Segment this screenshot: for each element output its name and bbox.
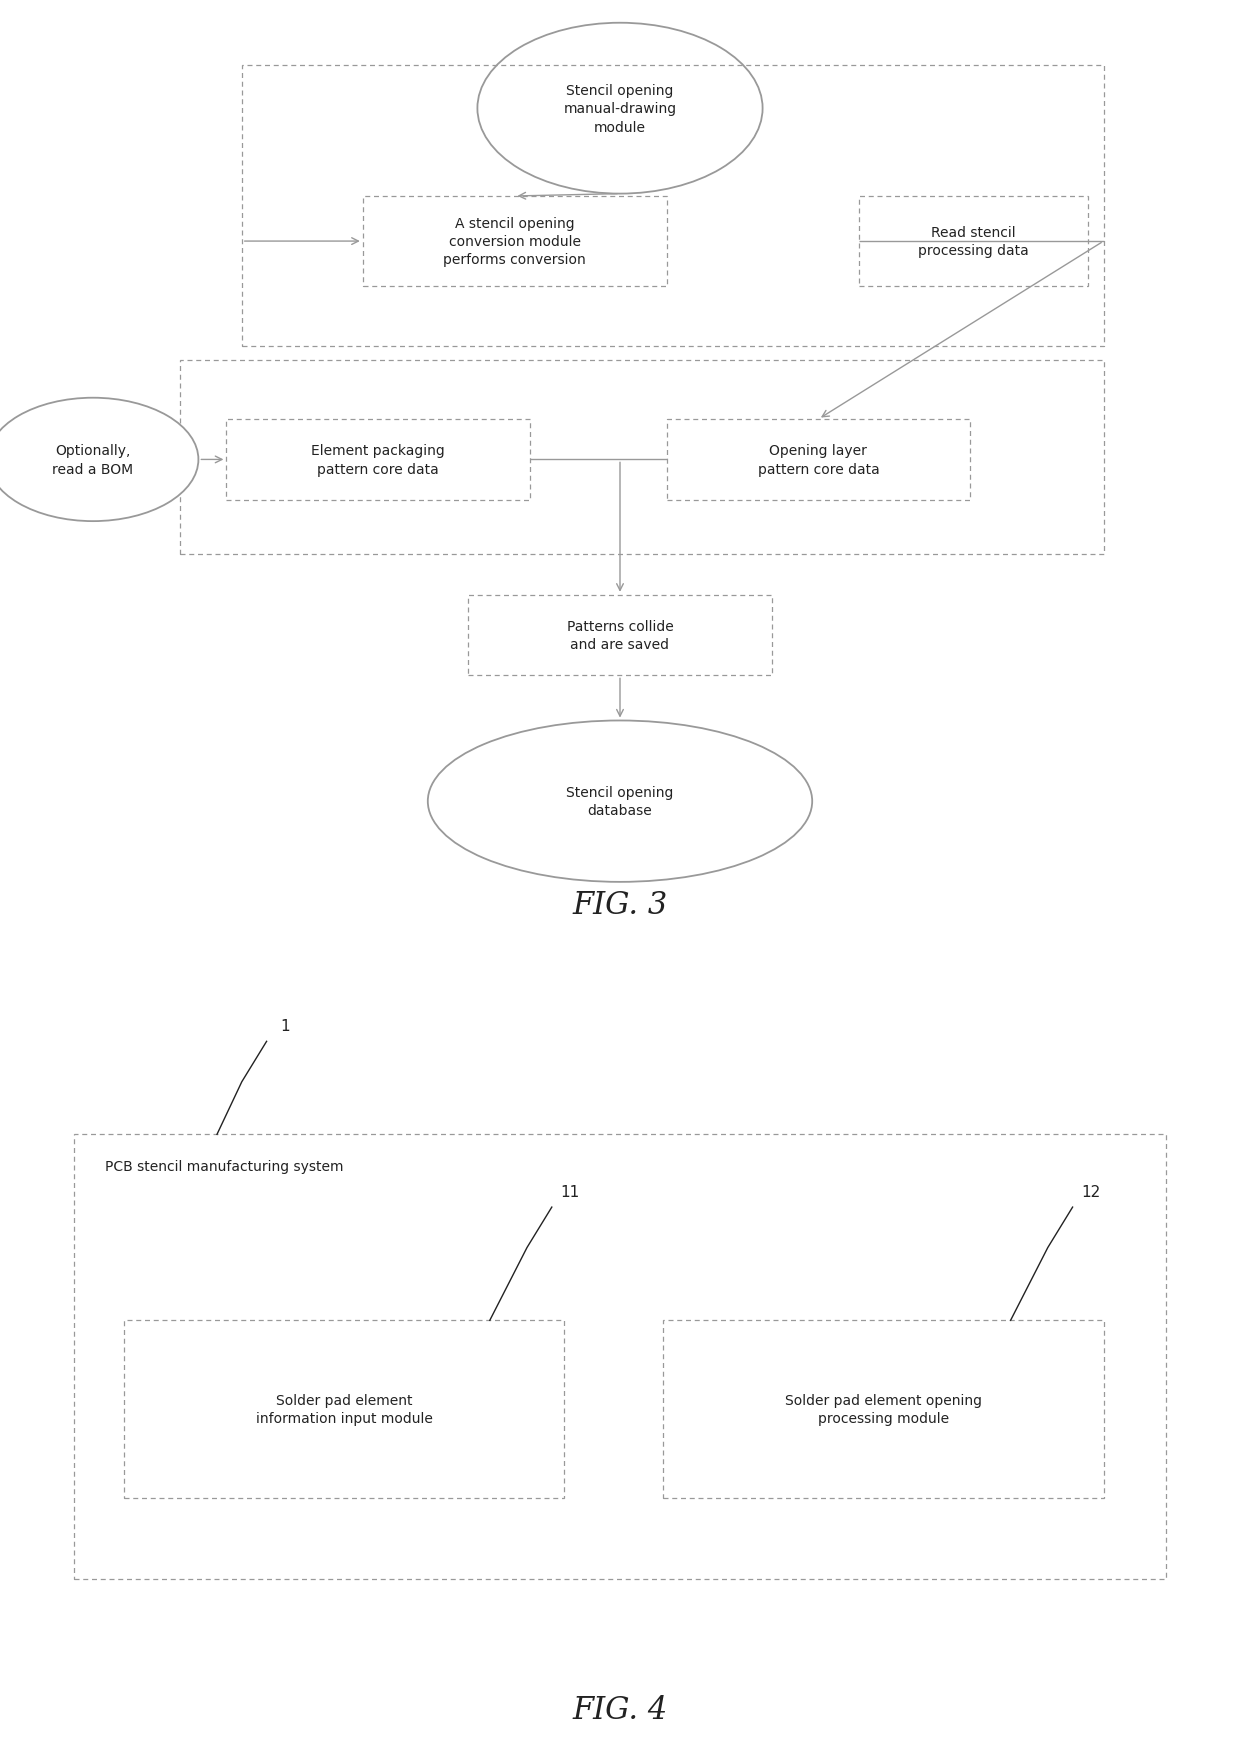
Ellipse shape <box>477 23 763 195</box>
Text: 1: 1 <box>280 1019 290 1033</box>
Bar <box>226 420 531 501</box>
Bar <box>469 596 771 676</box>
Bar <box>858 197 1089 286</box>
Text: Read stencil
processing data: Read stencil processing data <box>918 225 1029 258</box>
Text: A stencil opening
conversion module
performs conversion: A stencil opening conversion module perf… <box>443 216 587 267</box>
Text: Element packaging
pattern core data: Element packaging pattern core data <box>311 445 445 476</box>
Text: FIG. 4: FIG. 4 <box>573 1694 667 1725</box>
Bar <box>74 1135 1166 1580</box>
Text: Stencil opening
manual-drawing
module: Stencil opening manual-drawing module <box>563 84 677 135</box>
Ellipse shape <box>428 720 812 882</box>
Bar <box>362 197 667 286</box>
Bar <box>180 360 1104 555</box>
Text: Patterns collide
and are saved: Patterns collide and are saved <box>567 620 673 652</box>
Text: PCB stencil manufacturing system: PCB stencil manufacturing system <box>105 1160 343 1174</box>
Text: Opening layer
pattern core data: Opening layer pattern core data <box>758 445 879 476</box>
Text: 12: 12 <box>1081 1184 1101 1200</box>
Text: Solder pad element opening
processing module: Solder pad element opening processing mo… <box>785 1393 982 1425</box>
Bar <box>242 67 1104 346</box>
Text: FIG. 3: FIG. 3 <box>573 889 667 921</box>
Bar <box>124 1321 564 1499</box>
Bar <box>663 1321 1104 1499</box>
Ellipse shape <box>0 399 198 522</box>
Text: Stencil opening
database: Stencil opening database <box>567 785 673 819</box>
Text: 11: 11 <box>560 1184 580 1200</box>
Text: Solder pad element
information input module: Solder pad element information input mod… <box>255 1393 433 1425</box>
Bar <box>667 420 971 501</box>
Text: Optionally,
read a BOM: Optionally, read a BOM <box>52 445 134 476</box>
